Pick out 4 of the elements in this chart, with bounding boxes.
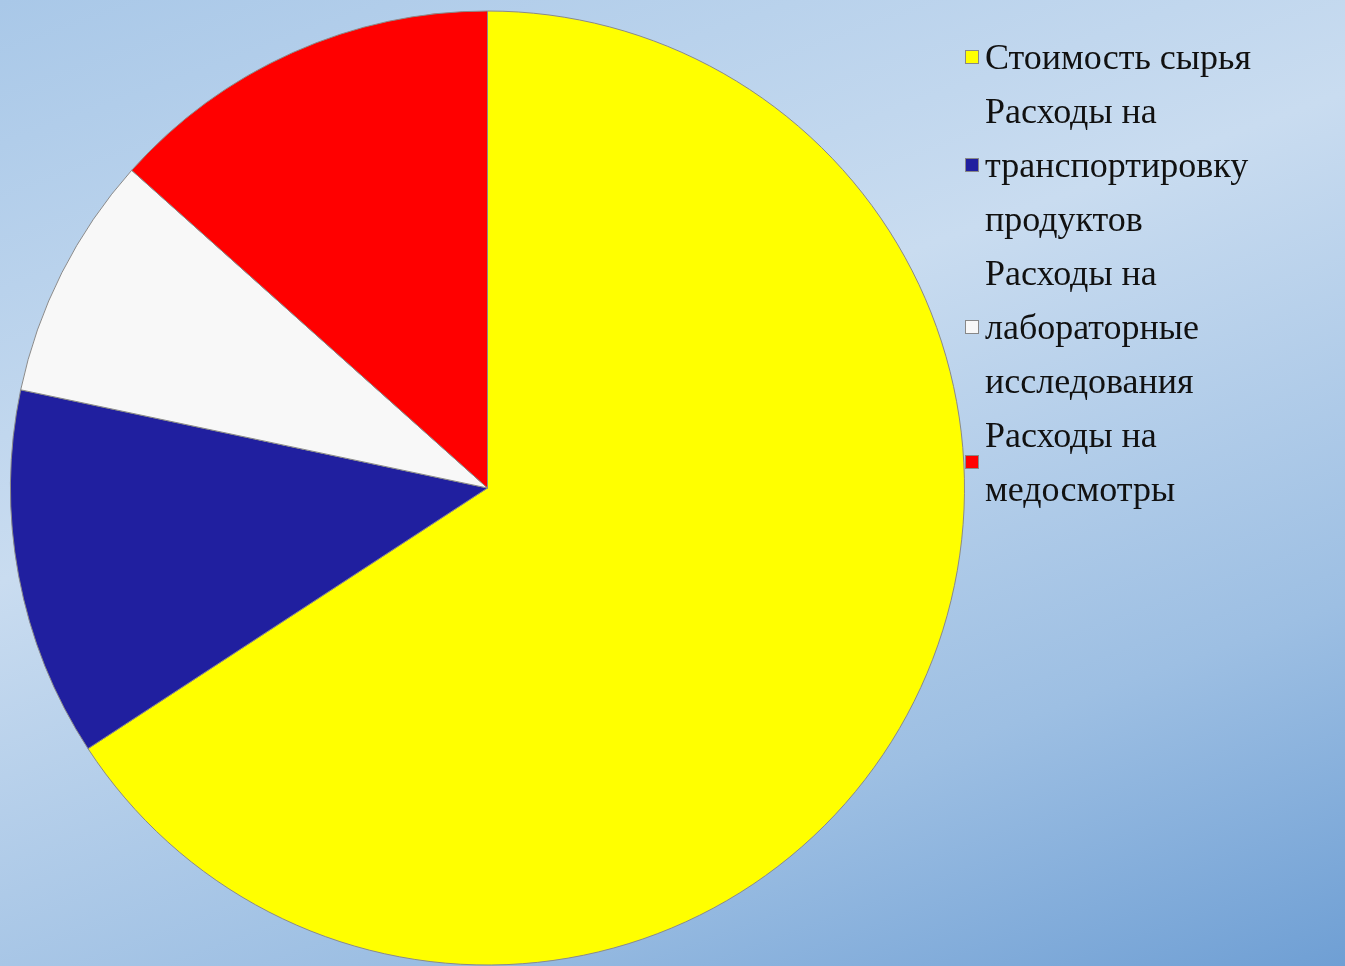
legend-label: Расходы на транспортировку продуктов xyxy=(985,90,1250,241)
legend-label: Стоимость сырья xyxy=(985,36,1252,79)
legend-label: Расходы на медосмотры xyxy=(985,414,1177,511)
legend-label: Расходы на лабораторные исследования xyxy=(985,252,1200,403)
